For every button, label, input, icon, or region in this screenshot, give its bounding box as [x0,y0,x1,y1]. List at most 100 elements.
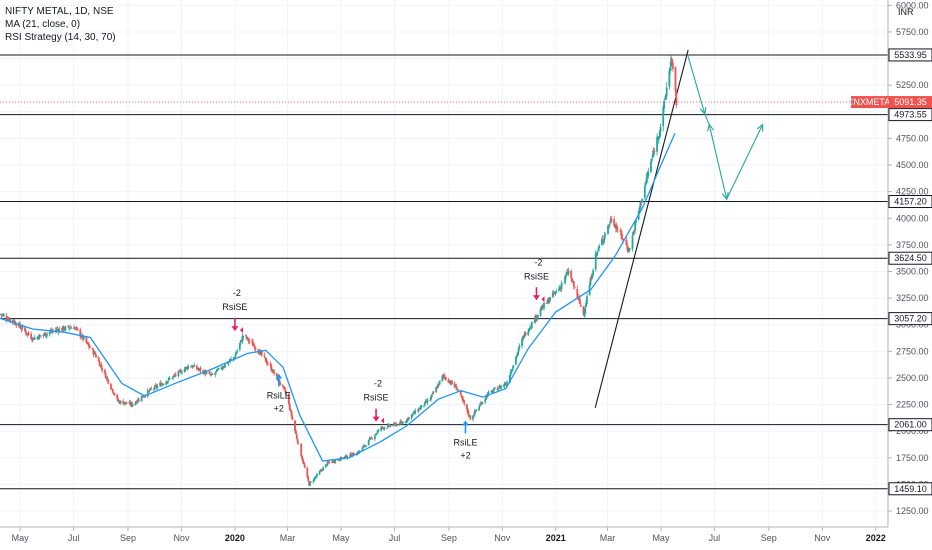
candle-body [88,343,90,348]
candle-body [119,400,122,404]
candle-body [616,229,619,231]
time-axis[interactable]: May Jul Sep Nov 2020 Mar May Jul Sep Nov 2021 Mar Ma… [0,526,888,543]
y-tick-label: 2250.00 [896,400,929,410]
candle-body [112,392,115,395]
level-price-label: 1459.10 [894,484,927,494]
candle-body [312,480,315,482]
candle-body [481,402,484,404]
candle-body [116,394,118,398]
candle-body [551,292,554,297]
y-tick-label: 2750.00 [896,346,929,356]
candle-body [288,393,290,405]
candle-body [21,326,24,329]
candle-body [39,335,42,337]
candle-body [131,402,133,406]
moving-average-series [0,132,676,462]
candle-body [316,473,318,477]
candle-body [103,370,106,373]
candle-body [365,445,367,447]
candle-body [209,374,212,376]
candle-body [110,384,112,389]
chart-title[interactable]: NIFTY METAL, 1D, NSE [5,6,114,17]
candle-body [472,415,474,420]
candle-body [591,275,594,279]
candle-body [264,357,267,359]
candle-body [367,439,370,446]
candle-body [675,92,678,105]
candle-body [314,477,317,479]
candle-body [663,100,665,109]
candle-body [91,348,94,350]
candle-body [598,245,601,248]
candle-body [475,409,478,411]
candle-body [414,410,417,414]
candle-body [484,398,487,402]
y-tick-label: 5250.00 [896,80,929,90]
candle-body [596,251,599,255]
ma-indicator-label[interactable]: MA (21, close, 0) [5,19,81,30]
x-tick-label: Nov [814,533,831,543]
candle-body [165,381,168,385]
candle-body [463,400,466,405]
level-price-box [888,251,932,265]
candle-body [30,334,33,339]
candle-body [373,435,376,440]
candle-body [646,175,649,178]
candle-body [573,287,576,288]
level-price-label: 4157.20 [894,197,927,207]
x-tick-label: Jul [389,533,401,543]
projection-arrowhead [699,106,707,116]
candle-body [211,374,214,376]
candle-body [234,354,237,358]
candle-body [536,317,538,320]
candle-body [302,462,305,465]
symbol-tag-label: CNXMETAL [847,97,895,107]
signal-name-label: RsiSE [364,393,389,403]
candle-body [607,225,609,234]
level-price-label: 3057.20 [894,314,927,324]
candle-body [235,352,238,355]
candle-body [658,131,661,138]
candle-body [644,182,647,186]
candle-body [650,161,652,172]
level-price-label: 2061.00 [894,420,927,430]
signal-qty-label: -2 [233,288,241,298]
x-tick-label: Mar [600,533,616,543]
candle-body [332,460,335,463]
candle-body [455,386,458,390]
candle-body [395,424,398,427]
candle-body [486,392,489,397]
candle-body [275,373,278,376]
candle-body [282,386,285,388]
candle-body [375,433,378,435]
level-price-label: 5533.95 [894,50,927,60]
candle-body [309,481,312,483]
candle-body [521,338,523,347]
candle-body [284,389,287,393]
candle-body [259,351,261,355]
candle-body [295,430,297,435]
candle-body [97,357,100,362]
candle-body [196,368,199,370]
candle-body [291,416,294,420]
candle-body [315,476,317,478]
candle-body [389,425,392,427]
candle-body [582,306,585,315]
candle-body [584,307,587,314]
candle-body [664,94,667,99]
candle-body [583,312,586,316]
candle-body [179,370,182,372]
candle-body [303,464,306,468]
candle-body [195,365,198,369]
price-axis[interactable]: 1250.001500.001750.002000.002250.002500.… [847,0,932,527]
trendline [594,49,689,408]
candle-body [401,422,404,424]
candle-body [626,245,629,250]
candle-body [270,365,273,371]
candle-body [146,390,149,397]
x-tick-label: Mar [280,533,296,543]
y-tick-label: 3750.00 [896,240,929,250]
candle-body [67,325,69,327]
rsi-strategy-label[interactable]: RSI Strategy (14, 30, 70) [5,32,116,43]
